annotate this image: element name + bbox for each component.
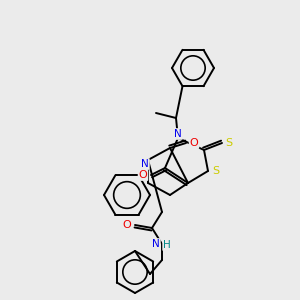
Text: S: S (225, 138, 233, 148)
Text: N: N (141, 159, 149, 169)
Text: N: N (152, 239, 160, 249)
Text: O: O (139, 170, 147, 180)
Text: O: O (123, 220, 131, 230)
Text: N: N (174, 129, 182, 139)
Text: H: H (163, 240, 171, 250)
Text: S: S (212, 166, 220, 176)
Text: O: O (190, 138, 198, 148)
